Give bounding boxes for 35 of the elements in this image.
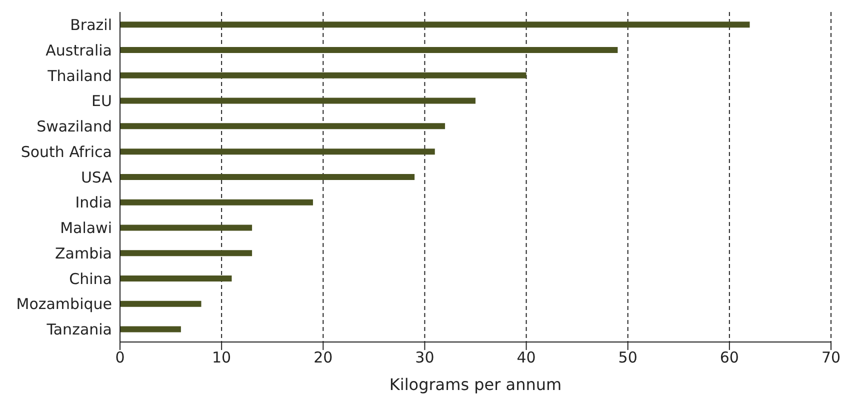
y-tick-label: China — [69, 270, 112, 288]
y-tick-label: Swaziland — [36, 118, 112, 136]
bar — [120, 199, 313, 206]
y-tick-label: Malawi — [60, 219, 112, 238]
y-tick-label: South Africa — [20, 142, 112, 161]
bar — [120, 174, 415, 180]
y-tick-label: USA — [80, 168, 113, 186]
y-tick-label: Mozambique — [16, 295, 112, 314]
bar — [120, 22, 750, 28]
x-tick-label: 0 — [115, 348, 125, 367]
bar — [120, 224, 252, 231]
x-axis-title: Kilograms per annum — [389, 375, 562, 394]
y-tick-label: Australia — [46, 41, 112, 60]
y-tick-label: Thailand — [46, 66, 112, 85]
bar — [120, 326, 181, 332]
bar — [120, 300, 202, 307]
x-tick-label: 10 — [212, 348, 232, 367]
x-tick-label: 60 — [720, 348, 739, 367]
y-tick-label: Brazil — [70, 16, 112, 34]
bar — [120, 47, 618, 54]
y-tick-label: India — [75, 194, 112, 212]
y-tick-label: EU — [92, 92, 112, 110]
bar — [120, 148, 435, 155]
x-tick-label: 70 — [821, 348, 841, 367]
bar — [120, 123, 446, 130]
bar — [120, 250, 252, 256]
y-tick-label: Tanzania — [46, 320, 112, 339]
y-tick-label: Zambia — [55, 244, 112, 262]
x-tick-label: 50 — [618, 348, 638, 367]
x-tick-label: 40 — [516, 348, 536, 367]
bar — [120, 275, 232, 282]
x-tick-label: 20 — [314, 348, 333, 367]
bar — [120, 72, 526, 78]
bar — [120, 98, 476, 104]
x-tick-label: 30 — [415, 348, 434, 367]
